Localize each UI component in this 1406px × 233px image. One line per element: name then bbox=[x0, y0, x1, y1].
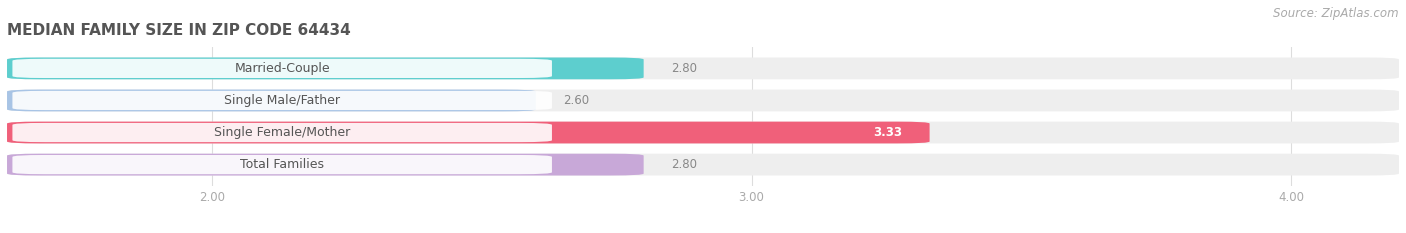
Text: Single Male/Father: Single Male/Father bbox=[224, 94, 340, 107]
FancyBboxPatch shape bbox=[7, 58, 1399, 79]
FancyBboxPatch shape bbox=[7, 58, 644, 79]
FancyBboxPatch shape bbox=[7, 122, 929, 144]
Text: 2.80: 2.80 bbox=[671, 158, 696, 171]
FancyBboxPatch shape bbox=[7, 154, 1399, 175]
FancyBboxPatch shape bbox=[13, 155, 553, 174]
FancyBboxPatch shape bbox=[13, 91, 553, 110]
Text: Total Families: Total Families bbox=[240, 158, 325, 171]
FancyBboxPatch shape bbox=[13, 123, 553, 142]
FancyBboxPatch shape bbox=[7, 89, 1399, 111]
Text: 2.80: 2.80 bbox=[671, 62, 696, 75]
Text: Source: ZipAtlas.com: Source: ZipAtlas.com bbox=[1274, 7, 1399, 20]
Text: 2.60: 2.60 bbox=[562, 94, 589, 107]
FancyBboxPatch shape bbox=[7, 89, 536, 111]
Text: Single Female/Mother: Single Female/Mother bbox=[214, 126, 350, 139]
FancyBboxPatch shape bbox=[7, 154, 644, 175]
Text: Married-Couple: Married-Couple bbox=[235, 62, 330, 75]
Text: 3.33: 3.33 bbox=[873, 126, 903, 139]
FancyBboxPatch shape bbox=[13, 59, 553, 78]
Text: MEDIAN FAMILY SIZE IN ZIP CODE 64434: MEDIAN FAMILY SIZE IN ZIP CODE 64434 bbox=[7, 24, 350, 38]
FancyBboxPatch shape bbox=[7, 122, 1399, 144]
